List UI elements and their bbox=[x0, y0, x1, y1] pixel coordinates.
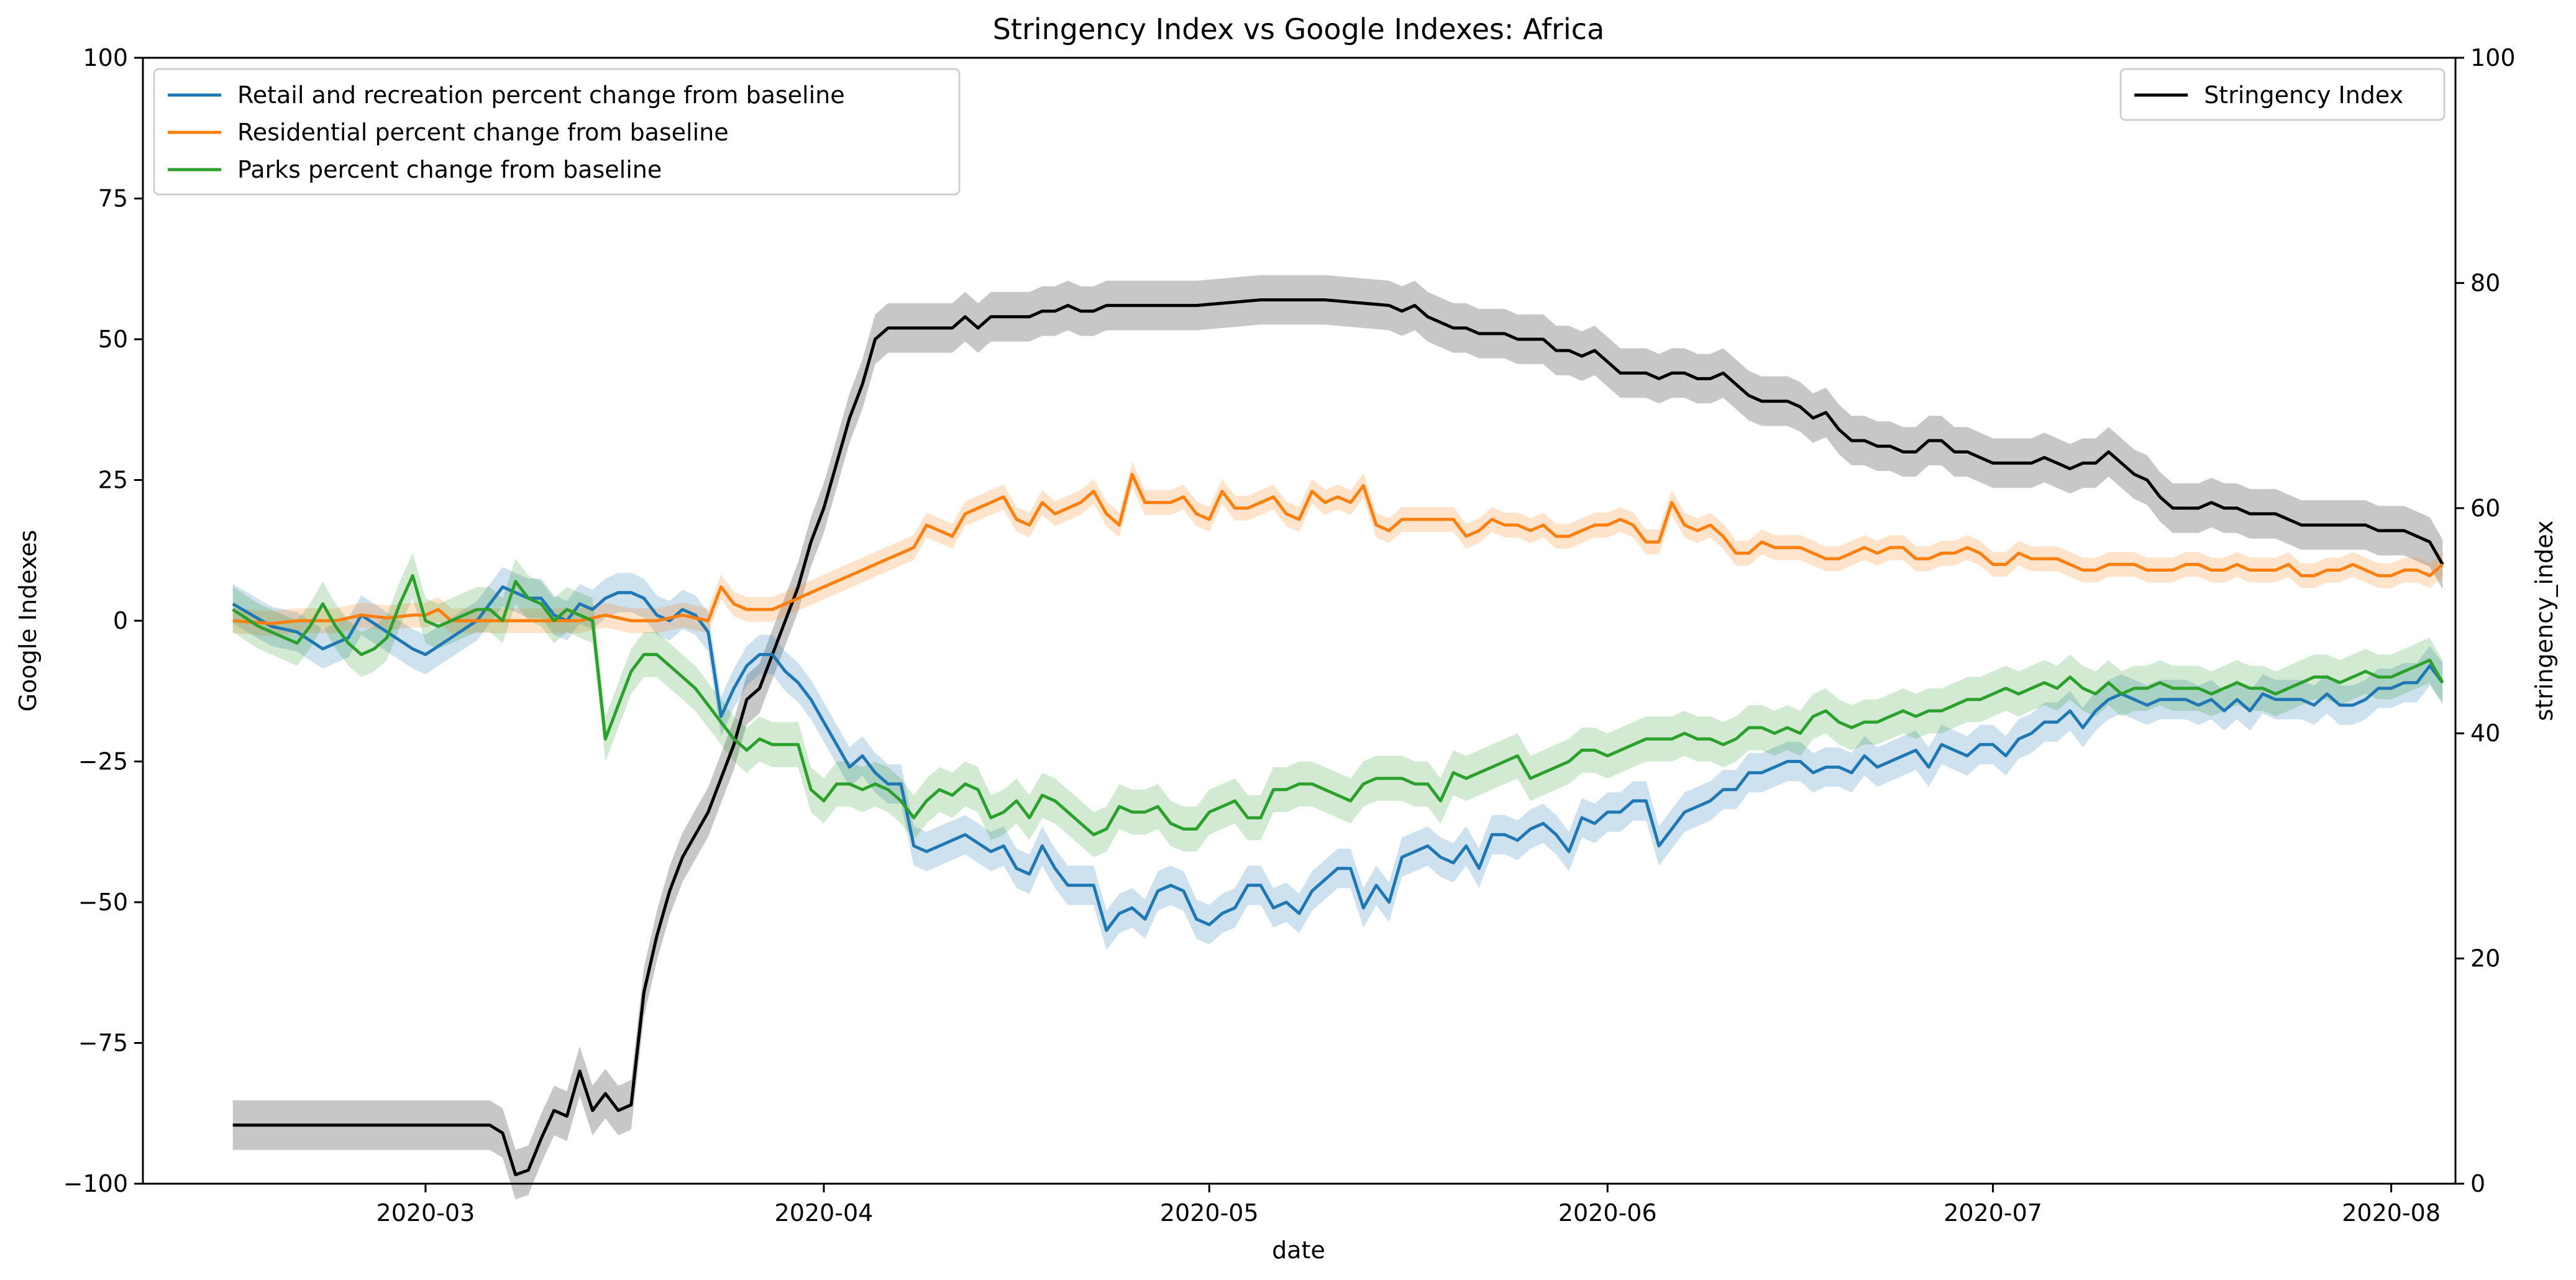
legend-label: Retail and recreation percent change fro… bbox=[237, 81, 845, 109]
y-axis-label: Google Indexes bbox=[14, 530, 42, 712]
y-axis-right: 0 20 40 60 80 100 bbox=[2455, 44, 2516, 1197]
y2-axis-label: stringency_index bbox=[2531, 521, 2558, 721]
y2-tick-label: 40 bbox=[2470, 720, 2500, 747]
x-axis-label: date bbox=[1272, 1237, 1325, 1264]
y-tick-label: −25 bbox=[78, 748, 128, 775]
y-tick-label: −50 bbox=[78, 889, 128, 916]
y2-tick-label: 60 bbox=[2470, 495, 2500, 522]
stringency-index-line bbox=[232, 298, 2444, 1176]
residential-percent-change-from-baseline-band bbox=[232, 462, 2443, 636]
parks-percent-change-from-baseline-line bbox=[232, 574, 2444, 836]
y-tick-label: 25 bbox=[98, 467, 128, 494]
y-tick-label: 50 bbox=[98, 326, 128, 353]
chart-title: Stringency Index vs Google Indexes: Afri… bbox=[993, 12, 1605, 46]
y-tick-label: −100 bbox=[63, 1170, 128, 1197]
retail-and-recreation-percent-change-from-baseline-band bbox=[232, 567, 2443, 950]
stringency-index-band bbox=[232, 275, 2443, 1200]
legend-label: Residential percent change from baseline bbox=[237, 119, 729, 146]
legend-box bbox=[2119, 68, 2446, 121]
y2-tick-label: 100 bbox=[2470, 44, 2516, 71]
y2-tick-label: 0 bbox=[2470, 1170, 2485, 1197]
x-tick-label: 2020-05 bbox=[1160, 1199, 1259, 1227]
x-axis: 2020-03 2020-04 2020-05 2020-06 2020-07 2020-… bbox=[377, 1184, 2441, 1227]
y-tick-label: −75 bbox=[78, 1030, 128, 1057]
residential-percent-change-from-baseline-line bbox=[232, 472, 2444, 625]
legend-label: Parks percent change from baseline bbox=[237, 156, 662, 183]
x-tick-label: 2020-06 bbox=[1558, 1199, 1657, 1227]
y2-tick-label: 80 bbox=[2470, 269, 2500, 296]
y-axis-left: −100 −75 −50 −25 0 25 50 75 100 bbox=[63, 44, 143, 1197]
legend-stringency: Stringency Index bbox=[2119, 68, 2446, 121]
x-tick-label: 2020-04 bbox=[775, 1199, 874, 1227]
y2-tick-label: 20 bbox=[2470, 945, 2500, 972]
y-tick-label: 75 bbox=[98, 185, 128, 213]
legend-label: Stringency Index bbox=[2204, 81, 2403, 109]
legend-google-indexes: Retail and recreation percent change fro… bbox=[153, 68, 961, 196]
y-tick-label: 100 bbox=[83, 44, 128, 71]
series-lines bbox=[232, 298, 2444, 1176]
y-tick-label: 0 bbox=[113, 607, 128, 634]
x-tick-label: 2020-08 bbox=[2342, 1199, 2441, 1227]
legend-box bbox=[153, 68, 961, 196]
x-tick-label: 2020-03 bbox=[377, 1199, 475, 1227]
x-tick-label: 2020-07 bbox=[1943, 1199, 2042, 1227]
retail-and-recreation-percent-change-from-baseline-line bbox=[232, 585, 2444, 932]
